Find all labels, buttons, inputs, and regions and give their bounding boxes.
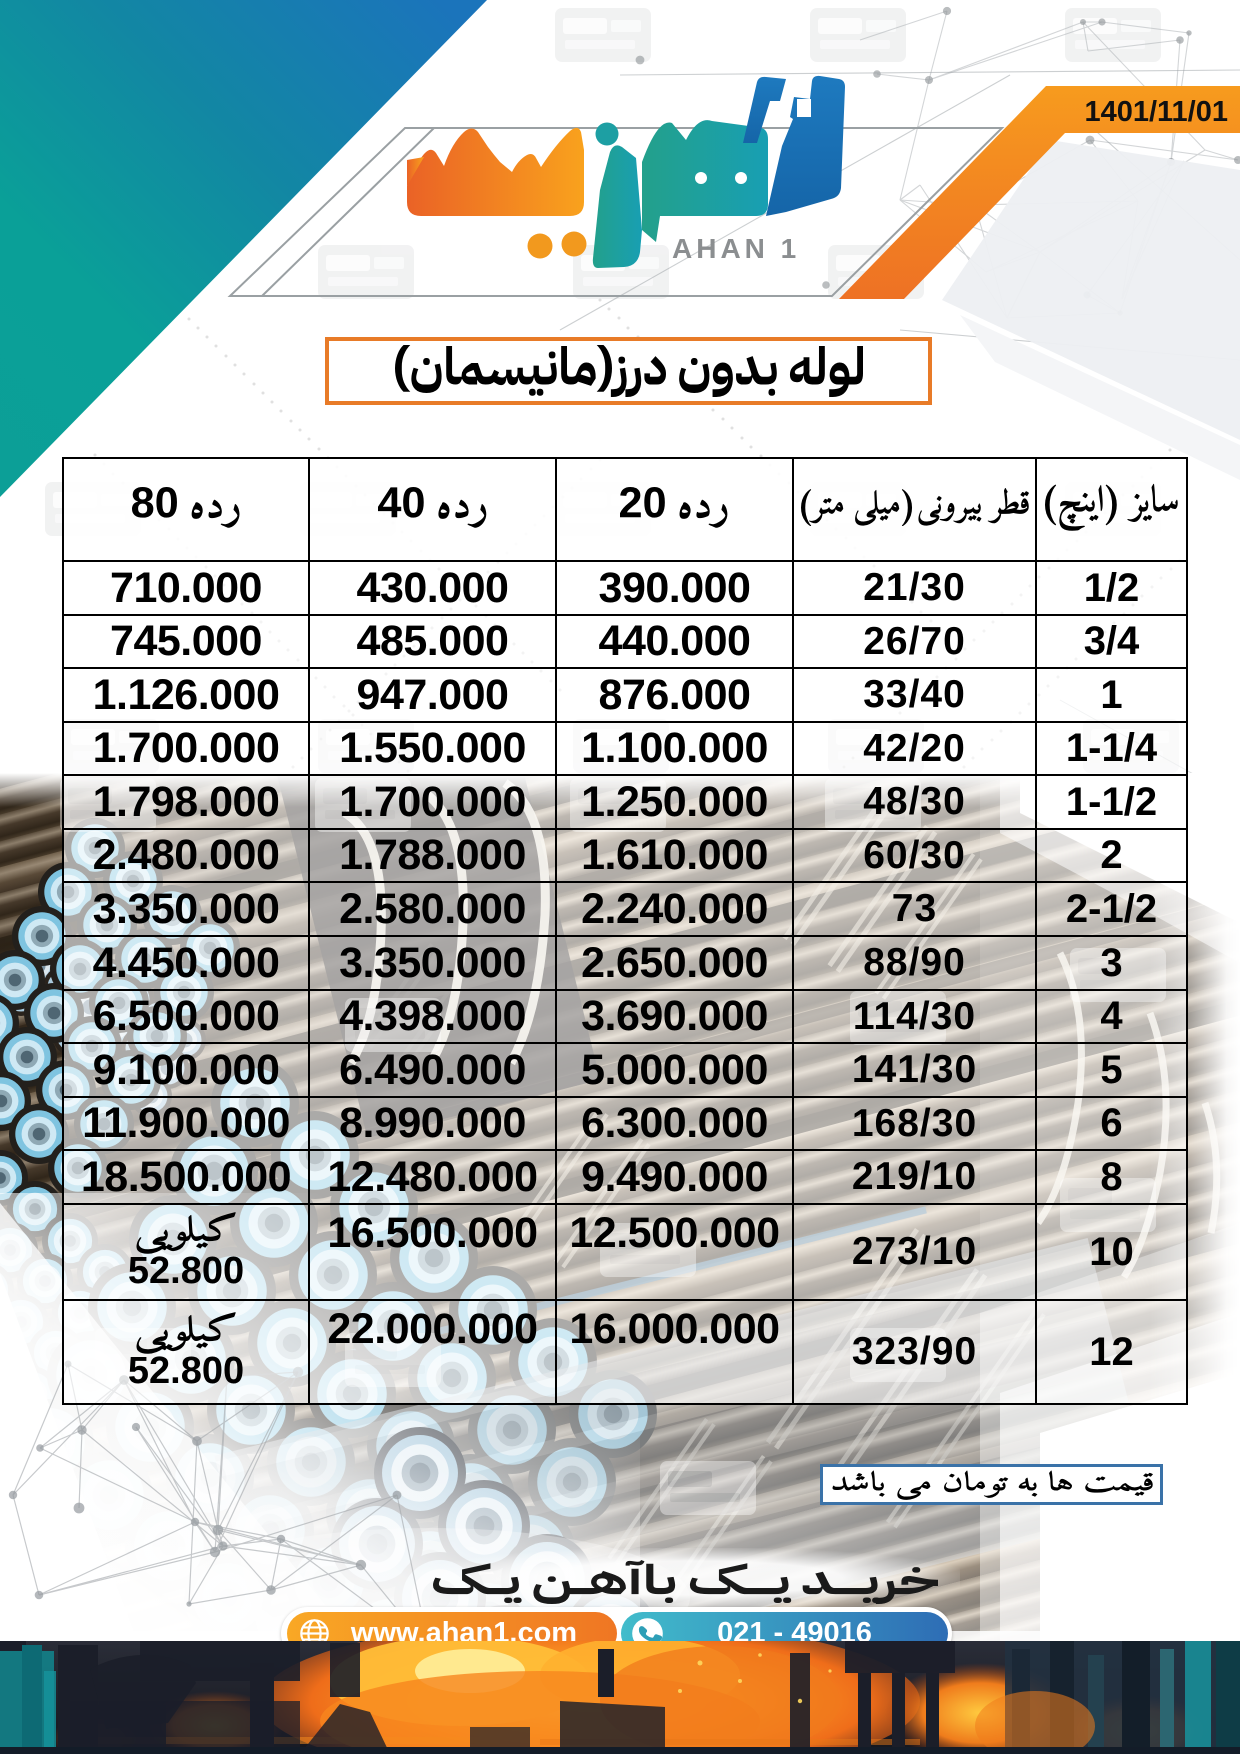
svg-text:AHAN 1: AHAN 1 [672,233,800,264]
